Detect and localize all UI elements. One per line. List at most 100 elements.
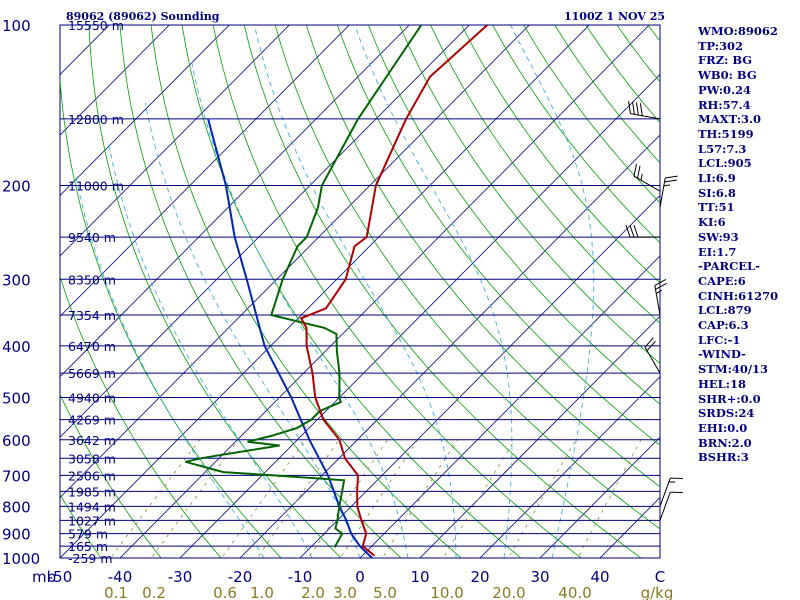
isotherm-line	[419, 315, 660, 558]
stat-item: TP:302	[698, 38, 744, 53]
stat-item: HEL:18	[698, 376, 746, 391]
height-label: 3058 m	[68, 451, 116, 466]
isotherm-line	[299, 194, 660, 558]
temperature-tick-label: 20	[470, 568, 489, 586]
isotherm-line	[60, 25, 530, 499]
isotherm-line	[60, 25, 170, 136]
stat-item: CAP:6.3	[698, 318, 749, 332]
mixing-ratio-tick-label: 20.0	[492, 584, 525, 600]
height-label: 1494 m	[68, 499, 116, 514]
dry-adiabat-line	[60, 275, 222, 558]
pressure-tick-label: 600	[2, 432, 31, 450]
wind-barb	[654, 278, 667, 316]
mixing-ratio-tick-label: 40.0	[558, 584, 591, 600]
isotherm-line	[60, 25, 410, 378]
temperature-curve	[299, 25, 490, 557]
height-label: 11000 m	[68, 178, 124, 193]
valid-time: 1100Z 1 NOV 25	[564, 10, 665, 23]
mixing-ratio-line	[507, 439, 577, 558]
dry-adiabat-line	[274, 25, 660, 530]
height-label: 579 m	[68, 527, 108, 542]
dry-adiabat-line	[60, 393, 162, 558]
stat-item: FRZ: BG	[698, 53, 753, 68]
mixing-ratio-tick-label: 1.0	[250, 584, 274, 600]
isotherm-line	[0, 13, 61, 569]
isotherm-line	[479, 376, 660, 558]
stat-item: SW:93	[698, 229, 739, 244]
dry-adiabat-line	[212, 25, 582, 558]
isotherm-line	[60, 25, 350, 317]
pressure-tick-label: 200	[2, 177, 31, 195]
temperature-tick-label: -50	[48, 568, 73, 586]
stat-item: TH:5199	[698, 126, 754, 141]
stat-item: EI:1.7	[698, 244, 737, 259]
isotherm-line	[359, 255, 660, 558]
height-label: 2506 m	[68, 468, 116, 483]
pressure-unit-label: mb	[32, 568, 56, 586]
moist-adiabat-line	[190, 57, 409, 558]
wind-barbs	[625, 101, 683, 521]
wind-barb	[633, 163, 661, 192]
mixing-ratio-tick-label: 3.0	[333, 584, 357, 600]
dry-adiabat-line	[368, 25, 660, 405]
mixing-ratio-line	[381, 439, 458, 558]
temperature-tick-label: 40	[590, 568, 609, 586]
sounding-profiles	[185, 25, 490, 558]
plot-frame	[59, 24, 661, 559]
stat-item: LCL:905	[698, 156, 752, 171]
temperature-tick-label: 30	[530, 568, 549, 586]
mixing-ratio-tick-label: 0.6	[213, 584, 237, 600]
stat-item: KI:6	[698, 215, 726, 230]
stat-item: MAXT:3.0	[698, 112, 761, 127]
dry-adiabat-line	[430, 25, 660, 324]
wind-barb	[659, 477, 683, 507]
height-label: 4269 m	[68, 413, 116, 428]
dry-adiabat-line	[88, 25, 342, 558]
stat-item: LCL:879	[698, 303, 752, 318]
pressure-tick-label: 1000	[2, 550, 40, 568]
mixing-ratio-unit-label: g/kg	[641, 584, 674, 600]
mixing-ratio-tick-label: 10.0	[430, 584, 463, 600]
pressure-tick-label: 300	[2, 271, 31, 289]
dry-adiabat-line	[150, 25, 462, 558]
height-label: 1027 m	[68, 513, 116, 528]
stat-item: LFC:-1	[698, 332, 741, 347]
pressure-tick-label: 900	[2, 526, 31, 544]
moist-adiabat-line	[107, 140, 313, 558]
pressure-tick-label: 500	[2, 390, 31, 408]
mixing-ratio-line	[442, 439, 516, 558]
stat-item: SI:6.8	[698, 185, 736, 200]
dry-adiabat-line	[305, 25, 660, 488]
stat-item: SHR+:0.0	[698, 391, 761, 406]
temperature-tick-label: -30	[168, 568, 193, 586]
stat-item: LI:6.9	[698, 171, 736, 185]
isotherm-line	[60, 25, 290, 257]
pressure-tick-label: 800	[2, 498, 31, 516]
stat-item: EHI:0.0	[698, 420, 748, 435]
stat-item: RH:57.4	[698, 97, 751, 112]
height-label: 1985 m	[68, 484, 116, 499]
mixing-ratio-tick-label: 5.0	[373, 584, 397, 600]
dry-adiabat-line	[60, 493, 102, 558]
stat-item: PW:0.24	[698, 82, 752, 97]
height-label: 165 m	[68, 539, 108, 554]
stat-item: WB0: BG	[698, 68, 757, 83]
stat-item: L57:7.3	[698, 141, 747, 156]
parcel-curve	[207, 118, 373, 558]
wind-barb	[659, 175, 678, 208]
pressure-tick-label: 700	[2, 467, 31, 485]
height-label: 6470 m	[68, 339, 116, 354]
height-label: 4940 m	[68, 391, 116, 406]
temperature-tick-label: -10	[288, 568, 313, 586]
dewpoint-curve	[185, 25, 423, 548]
mixing-ratio-line	[339, 439, 419, 558]
wind-barb	[644, 337, 661, 374]
mixing-ratio-tick-label: 0.1	[104, 584, 128, 600]
temperature-tick-label: -40	[108, 568, 133, 586]
dry-adiabat-line	[336, 25, 660, 446]
height-label: 5669 m	[68, 366, 116, 381]
pressure-tick-label: 100	[2, 17, 31, 35]
temperature-tick-label: 0	[355, 568, 365, 586]
